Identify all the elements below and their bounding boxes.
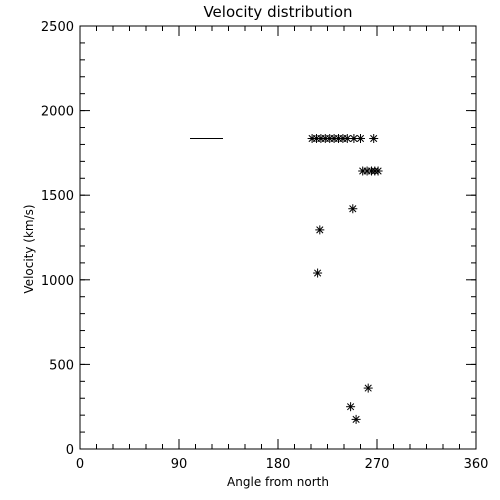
data-point bbox=[342, 134, 352, 144]
y-tick-label: 0 bbox=[66, 443, 74, 458]
data-marks bbox=[190, 134, 383, 424]
x-tick-label: 0 bbox=[76, 457, 84, 472]
y-tick-label: 2000 bbox=[41, 105, 74, 120]
data-point bbox=[369, 134, 379, 144]
y-tick-label: 1500 bbox=[41, 189, 74, 204]
tick-labels: 0 90 180 270 360 0 500 1000 1500 2000 2500 bbox=[41, 20, 489, 472]
x-tick-label: 360 bbox=[464, 457, 489, 472]
data-point bbox=[356, 134, 365, 144]
x-tick-label: 90 bbox=[171, 457, 188, 472]
data-point bbox=[346, 402, 356, 412]
data-point bbox=[373, 166, 383, 176]
axis-ticks bbox=[79, 25, 477, 450]
data-point bbox=[315, 225, 325, 235]
y-axis-label: Velocity (km/s) bbox=[22, 204, 36, 293]
data-point bbox=[348, 204, 358, 214]
y-tick-label: 500 bbox=[49, 358, 74, 373]
x-axis-label: Angle from north bbox=[227, 475, 329, 489]
data-point bbox=[363, 383, 373, 393]
chart-title: Velocity distribution bbox=[203, 3, 352, 21]
y-tick-label: 2500 bbox=[41, 20, 74, 35]
y-tick-label: 1000 bbox=[41, 274, 74, 289]
x-tick-label: 270 bbox=[365, 457, 390, 472]
data-point bbox=[351, 414, 361, 424]
x-tick-label: 180 bbox=[266, 457, 291, 472]
data-point bbox=[313, 268, 323, 278]
